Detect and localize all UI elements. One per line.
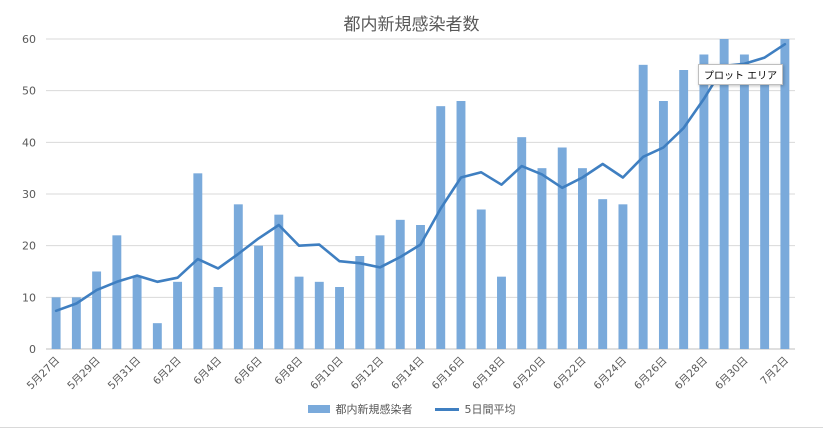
bar bbox=[335, 287, 344, 349]
x-tick-label: 6月14日 bbox=[389, 355, 427, 393]
bar bbox=[254, 245, 264, 349]
x-tick-label: 6月26日 bbox=[632, 355, 670, 393]
bar bbox=[193, 173, 203, 349]
legend: 都内新規感染者 5日間平均 bbox=[0, 401, 823, 417]
bar bbox=[294, 276, 304, 349]
legend-label-line: 5日間平均 bbox=[464, 403, 516, 416]
x-tick-label: 6月24日 bbox=[592, 355, 630, 393]
bar bbox=[173, 281, 183, 349]
x-tick-label: 6月2日 bbox=[151, 355, 184, 388]
bar bbox=[618, 204, 628, 349]
x-tick-label: 6月16日 bbox=[430, 355, 468, 393]
x-tick-label: 5月27日 bbox=[25, 355, 63, 393]
x-tick-label: 6月4日 bbox=[191, 355, 224, 388]
bar bbox=[71, 297, 81, 349]
legend-swatch-bars bbox=[307, 405, 330, 413]
x-tick-label: 6月10日 bbox=[308, 355, 346, 393]
bar bbox=[739, 54, 749, 349]
x-tick-label: 5月29日 bbox=[65, 355, 103, 393]
x-tick-label: 6月28日 bbox=[673, 355, 711, 393]
y-tick-label: 60 bbox=[22, 33, 36, 46]
y-tick-label: 40 bbox=[22, 136, 36, 149]
bar bbox=[355, 256, 365, 349]
y-tick-label: 30 bbox=[22, 188, 36, 201]
bar bbox=[314, 281, 324, 349]
bar bbox=[213, 287, 223, 349]
bar bbox=[517, 137, 527, 349]
legend-swatch-line bbox=[434, 407, 459, 411]
x-tick-label: 6月22日 bbox=[551, 355, 589, 393]
bar bbox=[92, 271, 102, 349]
bar bbox=[132, 276, 142, 349]
bar bbox=[780, 39, 790, 349]
bar bbox=[679, 70, 689, 349]
bar bbox=[456, 101, 466, 349]
y-tick-label: 0 bbox=[29, 343, 36, 356]
bar bbox=[760, 70, 770, 349]
bar bbox=[638, 64, 648, 349]
bar bbox=[416, 225, 425, 349]
x-tick-label: 6月12日 bbox=[349, 355, 387, 393]
x-tick-label: 6月30日 bbox=[713, 355, 751, 393]
bar bbox=[577, 168, 587, 349]
bar bbox=[395, 219, 405, 349]
bar bbox=[375, 235, 385, 349]
bar bbox=[719, 39, 729, 349]
bar bbox=[537, 168, 547, 349]
chart-title: 都内新規感染者数 bbox=[343, 15, 480, 35]
bar bbox=[658, 101, 668, 349]
bar bbox=[112, 235, 122, 349]
legend-item-line: 5日間平均 bbox=[434, 401, 516, 417]
x-tick-label: 6月6日 bbox=[232, 355, 265, 388]
average-line bbox=[54, 42, 787, 313]
x-tick-label: 6月20日 bbox=[511, 355, 549, 393]
bar bbox=[51, 297, 61, 349]
bar bbox=[152, 323, 162, 349]
x-tick-label: 6月18日 bbox=[470, 355, 508, 393]
plot-area-tooltip: プロット エリア bbox=[698, 64, 784, 85]
x-tick-label: 7月2日 bbox=[758, 355, 791, 388]
x-tick-label: 6月8日 bbox=[272, 355, 305, 388]
bar bbox=[699, 54, 709, 349]
bar bbox=[557, 147, 567, 349]
bar bbox=[598, 199, 608, 349]
y-tick-label: 10 bbox=[22, 291, 36, 304]
bar bbox=[233, 204, 243, 349]
bar bbox=[436, 106, 446, 350]
legend-item-bars: 都内新規感染者 bbox=[307, 401, 413, 417]
x-tick-label: 5月31日 bbox=[106, 355, 144, 393]
legend-label-bars: 都内新規感染者 bbox=[335, 403, 413, 416]
y-tick-label: 20 bbox=[22, 240, 36, 253]
bar bbox=[476, 209, 486, 349]
y-tick-label: 50 bbox=[22, 85, 36, 98]
bottom-divider bbox=[0, 427, 823, 428]
bar bbox=[274, 214, 284, 349]
bar bbox=[497, 276, 506, 349]
